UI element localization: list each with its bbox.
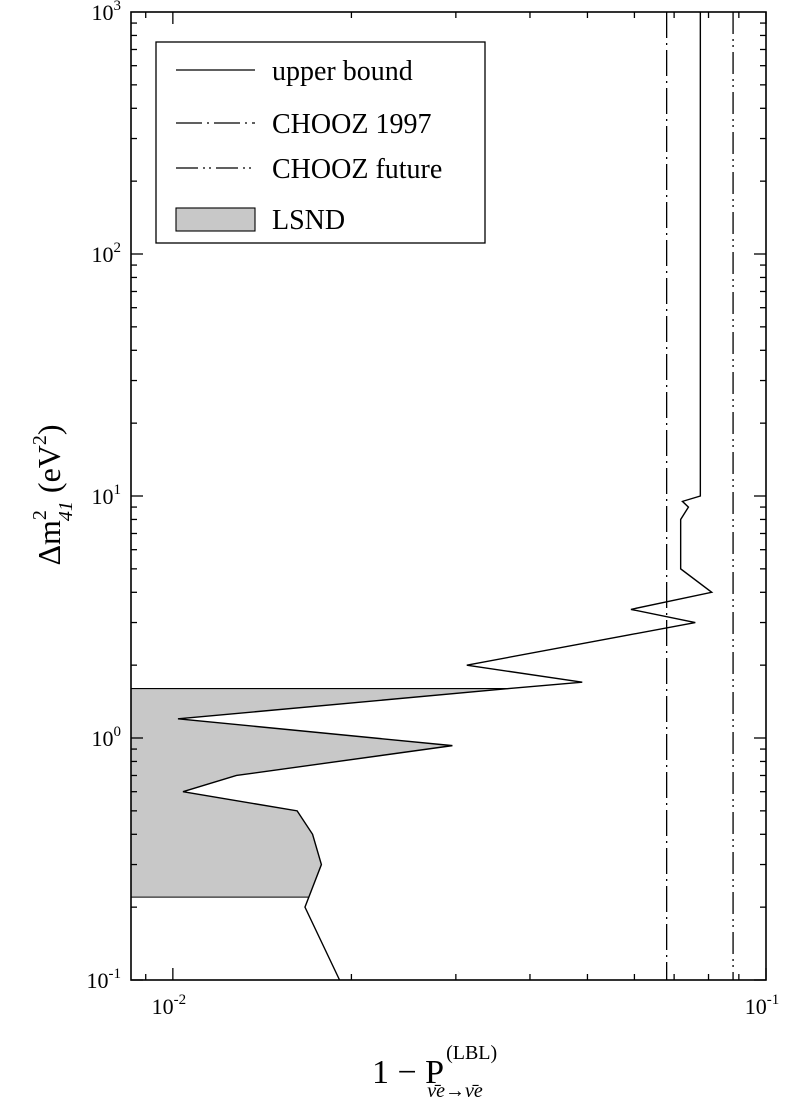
- x-tick-label-exp: -2: [174, 992, 187, 1008]
- y-tick-label: 100: [92, 724, 122, 751]
- y-tick-label-base: 10: [87, 968, 109, 993]
- y-tick-label: 101: [92, 482, 122, 509]
- legend-swatch-lsnd: [175, 207, 256, 232]
- y-tick-label-exp: 3: [114, 0, 122, 14]
- y-tick-label-exp: 1: [114, 482, 122, 498]
- y-tick-label-exp: -1: [109, 966, 122, 982]
- y-tick-label-base: 10: [92, 242, 114, 267]
- y-tick-label-base: 10: [92, 726, 114, 751]
- y-tick-label: 102: [92, 240, 122, 267]
- legend-label-chooz-future: CHOOZ future: [272, 154, 442, 185]
- x-axis-label-subscript: ν̄e→ν̄e: [427, 1080, 483, 1101]
- legend: upper bound CHOOZ 1997 CHOOZ future LSND: [155, 41, 486, 244]
- y-axis-label: Δm2 41 (eV2): [29, 424, 77, 565]
- x-axis-label: 1 − P(LBL) ν̄e→ν̄e: [372, 1042, 497, 1101]
- y-axis-label-close: ): [31, 424, 67, 435]
- series-upper-bound-line: [177, 12, 714, 981]
- y-axis-label-main: Δm: [31, 520, 67, 566]
- lsnd-region: [131, 688, 509, 898]
- y-tick-label: 103: [92, 0, 122, 25]
- chart-lines-layer: [177, 12, 734, 981]
- y-axis-label-unit: (eV: [31, 445, 67, 493]
- legend-label-chooz-1997: CHOOZ 1997: [272, 109, 431, 140]
- x-tick-label-base: 10: [745, 994, 767, 1019]
- x-axis-label-superscript: (LBL): [446, 1042, 497, 1064]
- x-axis-label-main: 1 − P: [372, 1054, 444, 1091]
- y-tick-label-exp: 2: [114, 240, 122, 256]
- x-tick-label-base: 10: [152, 994, 174, 1019]
- y-axis-label-sup: 2: [29, 510, 51, 520]
- x-tick-label: 10-1: [745, 992, 780, 1019]
- legend-label-lsnd: LSND: [272, 205, 345, 236]
- y-tick-label-base: 10: [92, 484, 114, 509]
- legend-label-upper-bound: upper bound: [272, 56, 413, 87]
- y-tick-label-base: 10: [92, 0, 114, 25]
- y-tick-label: 10-1: [87, 966, 122, 993]
- plot-frame: [130, 11, 767, 981]
- lsnd-region-layer: [131, 688, 509, 898]
- x-tick-label: 10-2: [152, 992, 187, 1019]
- y-tick-label-exp: 0: [114, 724, 122, 740]
- tick-marks-layer: [131, 12, 767, 981]
- y-axis-label-unit-sup: 2: [29, 435, 51, 445]
- y-axis-label-sub: 41: [55, 501, 77, 521]
- x-tick-label-exp: -1: [767, 992, 780, 1008]
